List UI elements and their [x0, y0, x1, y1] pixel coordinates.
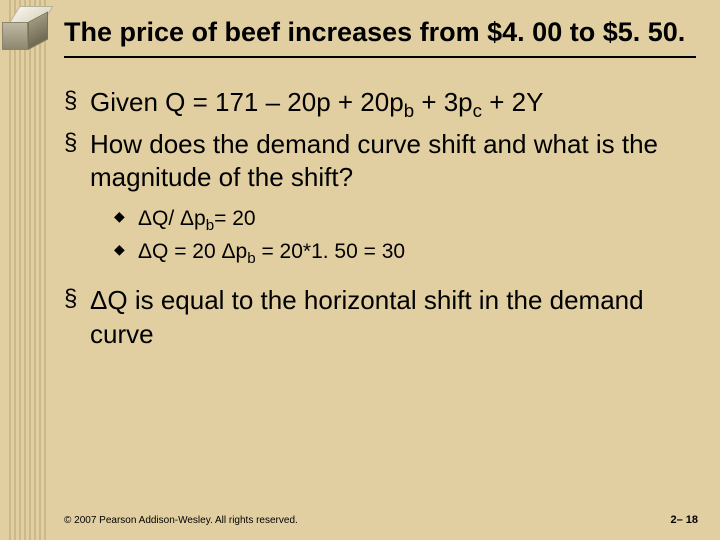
- bullet-list: Given Q = 171 – 20p + 20pb + 3pc + 2Y How…: [64, 86, 696, 350]
- copyright-text: © 2007 Pearson Addison-Wesley. All right…: [64, 515, 298, 526]
- bullet-item: ΔQ is equal to the horizontal shift in t…: [64, 284, 696, 351]
- vertical-stripe: [34, 0, 36, 540]
- vertical-stripe: [24, 0, 26, 540]
- bullet-item: Given Q = 171 – 20p + 20pb + 3pc + 2Y: [64, 86, 696, 123]
- vertical-stripe: [9, 0, 11, 540]
- slide-title: The price of beef increases from $4. 00 …: [64, 16, 696, 58]
- vertical-stripe: [29, 0, 31, 540]
- bullet-item: How does the demand curve shift and what…: [64, 128, 696, 271]
- sub-bullet-item: ΔQ = 20 Δpb = 20*1. 50 = 30: [114, 237, 696, 270]
- slide-content: The price of beef increases from $4. 00 …: [64, 16, 696, 508]
- vertical-stripe: [14, 0, 16, 540]
- page-number: 2– 18: [670, 514, 698, 526]
- slide-footer: © 2007 Pearson Addison-Wesley. All right…: [64, 514, 698, 526]
- vertical-stripe: [39, 0, 41, 540]
- vertical-stripe: [44, 0, 46, 540]
- cube-decoration: [2, 6, 56, 56]
- sub-bullet-list: ΔQ/ Δpb= 20ΔQ = 20 Δpb = 20*1. 50 = 30: [114, 204, 696, 270]
- vertical-stripe: [19, 0, 21, 540]
- sub-bullet-item: ΔQ/ Δpb= 20: [114, 204, 696, 237]
